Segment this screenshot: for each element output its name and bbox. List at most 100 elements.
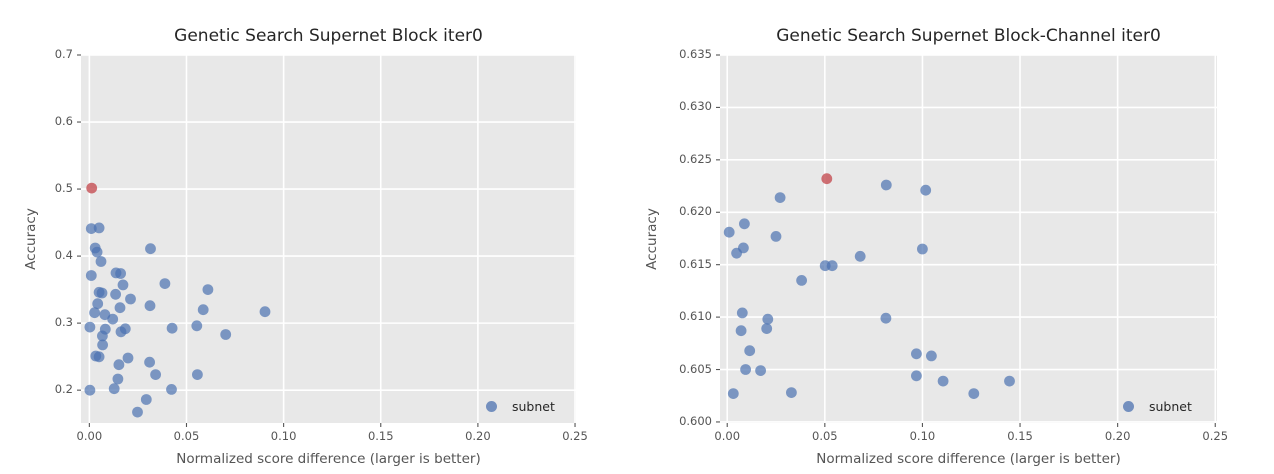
legend-label: subnet bbox=[512, 399, 555, 414]
subnet-point bbox=[144, 356, 156, 368]
subnet-point bbox=[880, 179, 892, 191]
subnet-point bbox=[744, 345, 756, 357]
subnet-point bbox=[122, 352, 134, 364]
subnet-point bbox=[796, 275, 807, 286]
subnet-point bbox=[774, 192, 786, 204]
subnet-point bbox=[166, 322, 178, 334]
subnet-point bbox=[117, 279, 129, 291]
subnet-point bbox=[132, 406, 143, 418]
subnet-point bbox=[197, 304, 209, 316]
subnet-point bbox=[145, 243, 156, 255]
subnet-point bbox=[166, 384, 177, 395]
legend-marker-icon bbox=[486, 401, 497, 412]
plot-area bbox=[716, 54, 1217, 427]
x-tick-label: 0.05 bbox=[812, 429, 838, 443]
subnet-point bbox=[93, 222, 105, 234]
subnet-point bbox=[259, 306, 271, 318]
x-tick-label: 0.05 bbox=[173, 429, 200, 443]
subnet-point bbox=[113, 359, 125, 371]
x-axis-label: Normalized score difference (larger is b… bbox=[816, 451, 1121, 467]
y-tick-label: 0.600 bbox=[679, 413, 712, 428]
subnet-point bbox=[723, 226, 735, 238]
subnet-point bbox=[761, 323, 773, 334]
subnet-point bbox=[114, 302, 126, 314]
scatter-plot-block: Genetic Search Supernet Block iter0 Accu… bbox=[23, 26, 588, 467]
plot-title: Genetic Search Supernet Block-Channel it… bbox=[776, 26, 1161, 46]
subnet-point bbox=[880, 312, 892, 324]
subnet-point bbox=[826, 260, 838, 272]
x-tick-label: 0.15 bbox=[367, 429, 394, 443]
y-tick-label: 0.630 bbox=[679, 99, 712, 114]
x-tick-label: 0.10 bbox=[270, 429, 297, 443]
subnet-point bbox=[926, 350, 937, 362]
y-tick-label: 0.610 bbox=[679, 309, 712, 324]
subnet-point bbox=[108, 383, 120, 395]
subnet-point bbox=[159, 278, 171, 289]
subnet-point bbox=[920, 184, 932, 196]
x-tick-label: 0.00 bbox=[76, 429, 103, 443]
x-tick-label: 0.20 bbox=[465, 429, 491, 443]
subnet-point bbox=[84, 321, 96, 333]
x-tick-label: 0.20 bbox=[1104, 429, 1131, 443]
subnet-point bbox=[150, 369, 162, 380]
subnet-point bbox=[770, 231, 782, 242]
y-tick-label: 0.2 bbox=[54, 382, 73, 397]
legend: subnet bbox=[1123, 399, 1192, 414]
subnet-point bbox=[191, 320, 203, 332]
x-tick-label: 0.25 bbox=[562, 429, 588, 443]
x-tick-label: 0.10 bbox=[909, 429, 936, 443]
subnet-point bbox=[735, 325, 747, 337]
subnet-point bbox=[84, 384, 96, 396]
x-axis-label: Normalized score difference (larger is b… bbox=[176, 451, 481, 467]
y-tick-label: 0.615 bbox=[679, 256, 712, 271]
x-tick-label: 0.25 bbox=[1202, 429, 1229, 443]
subnet-point bbox=[202, 284, 214, 295]
subnet-point bbox=[192, 369, 203, 380]
subnet-point bbox=[115, 268, 126, 279]
subnet-point bbox=[854, 250, 866, 262]
y-tick-label: 0.620 bbox=[679, 204, 712, 219]
y-tick-label: 0.3 bbox=[54, 315, 73, 330]
subnet-point bbox=[97, 330, 108, 342]
subnet-point bbox=[115, 326, 127, 338]
subnet-point bbox=[786, 387, 797, 398]
subnet-point bbox=[96, 287, 108, 299]
subnet-point bbox=[91, 246, 103, 258]
y-tick-label: 0.6 bbox=[54, 114, 73, 129]
plot-area bbox=[77, 54, 576, 427]
scatter-plot-block-channel: Genetic Search Supernet Block-Channel it… bbox=[637, 0, 1274, 474]
subnet-point bbox=[92, 298, 104, 310]
subnet-point bbox=[911, 348, 922, 360]
subnet-point bbox=[736, 307, 748, 319]
y-tick-label: 0.7 bbox=[54, 47, 73, 61]
subnet-point bbox=[93, 351, 105, 363]
y-tick-label: 0.605 bbox=[679, 361, 712, 376]
legend: subnet bbox=[486, 399, 555, 414]
y-tick-label: 0.635 bbox=[679, 47, 712, 61]
subnet-point bbox=[85, 223, 97, 235]
subnet-point bbox=[911, 370, 922, 382]
subnet-point bbox=[1004, 375, 1015, 387]
y-tick-label: 0.5 bbox=[54, 181, 73, 196]
subnet-point bbox=[762, 313, 774, 325]
subnet-point bbox=[727, 388, 739, 399]
legend-label: subnet bbox=[1149, 399, 1192, 414]
y-axis-label: Accuracy bbox=[644, 208, 660, 270]
legend-marker-icon bbox=[1123, 401, 1134, 412]
subnet-point bbox=[95, 256, 107, 267]
subnet-point bbox=[731, 247, 742, 259]
subnet-point bbox=[144, 300, 156, 312]
subnet-point bbox=[112, 373, 124, 385]
subnet-point bbox=[739, 218, 750, 230]
subnet-point bbox=[85, 270, 97, 281]
subnet-point bbox=[140, 394, 152, 405]
subnet-point bbox=[220, 329, 232, 340]
subnet-point bbox=[937, 375, 949, 387]
y-tick-label: 0.625 bbox=[679, 151, 712, 166]
subnet-point bbox=[97, 339, 108, 351]
subnet-point bbox=[89, 307, 100, 319]
x-tick-label: 0.15 bbox=[1007, 429, 1033, 443]
x-tick-label: 0.00 bbox=[714, 429, 741, 443]
highlight-point bbox=[86, 182, 98, 194]
